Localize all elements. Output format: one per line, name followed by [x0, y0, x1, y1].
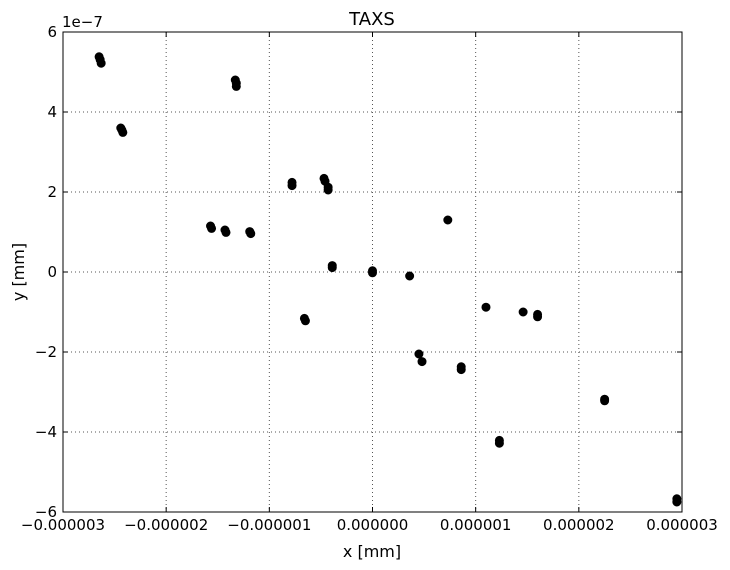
x-tick-label: 0.000003 — [646, 516, 718, 534]
data-point — [231, 81, 241, 91]
data-point — [443, 215, 453, 225]
data-point — [518, 307, 528, 317]
data-point — [414, 349, 424, 359]
data-point — [287, 181, 297, 191]
data-point — [118, 127, 128, 137]
y-tick-label: 0 — [47, 263, 57, 281]
data-point — [672, 497, 682, 507]
x-tick-label: −0.000002 — [124, 516, 208, 534]
y-tick-label: −6 — [35, 503, 57, 521]
data-point — [533, 312, 543, 322]
y-tick-label: −4 — [35, 423, 57, 441]
x-tick-label: −0.000001 — [227, 516, 311, 534]
chart-title: TAXS — [348, 9, 395, 30]
data-point — [327, 263, 337, 273]
axis-ticks: −0.000003 −0.000002 −0.000001 0.000000 0.000… — [21, 23, 718, 534]
x-tick-label: −0.000003 — [21, 516, 105, 534]
data-point — [456, 365, 466, 375]
data-point — [207, 223, 217, 233]
data-point — [323, 185, 333, 195]
data-point — [96, 58, 106, 68]
x-tick-label: 0.000002 — [543, 516, 615, 534]
y-offset-label: 1e−7 — [62, 13, 103, 31]
y-tick-label: −2 — [35, 343, 57, 361]
y-tick-label: 6 — [47, 23, 57, 41]
y-tick-label: 2 — [47, 183, 57, 201]
data-point — [221, 227, 231, 237]
data-point — [417, 357, 427, 367]
x-tick-label: 0.000001 — [440, 516, 512, 534]
data-point — [494, 438, 504, 448]
y-tick-label: 4 — [47, 103, 57, 121]
x-tick-label: 0.000000 — [337, 516, 409, 534]
data-point — [246, 229, 256, 239]
data-point — [600, 396, 610, 406]
y-axis-label: y [mm] — [9, 243, 28, 301]
data-point — [300, 316, 310, 326]
x-axis-label: x [mm] — [343, 542, 401, 561]
data-point — [405, 271, 415, 281]
data-points — [94, 52, 682, 507]
data-point — [368, 268, 377, 278]
data-point — [481, 302, 491, 312]
